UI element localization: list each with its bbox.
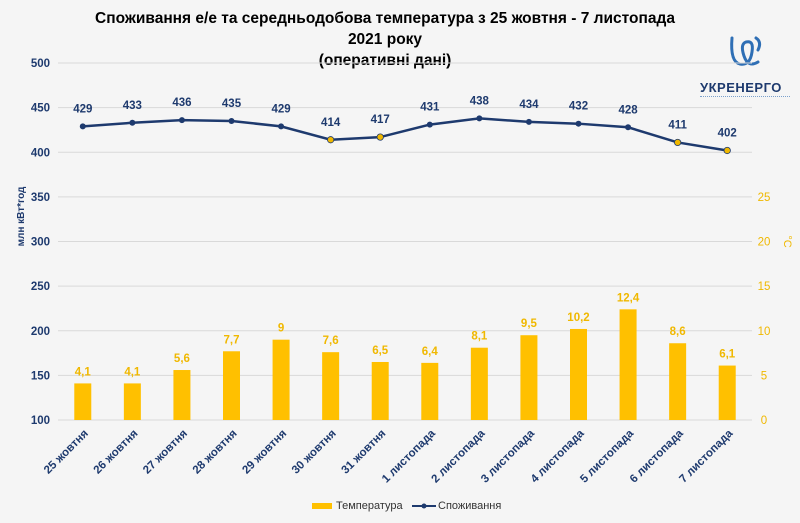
consumption-point	[228, 118, 235, 125]
x-tick-label: 30 жовтня	[290, 428, 339, 477]
temperature-bar	[520, 335, 538, 420]
consumption-point	[525, 118, 532, 125]
x-tick-label: 29 жовтня	[240, 428, 289, 477]
consumption-data-label: 433	[123, 100, 142, 112]
legend-swatch-consumption	[412, 503, 436, 509]
x-tick-label: 28 жовтня	[191, 428, 240, 477]
temperature-bar	[718, 365, 736, 420]
temperature-bar	[322, 352, 340, 420]
y-axis-title: млн кВт*год	[16, 186, 27, 246]
temperature-bar	[123, 383, 141, 420]
consumption-data-label: 417	[371, 114, 390, 126]
consumption-data-label: 428	[618, 104, 638, 116]
x-tick-label: 31 жовтня	[339, 428, 388, 477]
x-tick-label: 7 листопада	[677, 427, 735, 485]
legend-label-consumption: Споживання	[438, 500, 502, 512]
y-tick-label: 500	[31, 58, 50, 70]
temperature-bar	[570, 328, 587, 420]
legend-swatch-temperature	[312, 503, 332, 510]
consumption-point	[476, 115, 483, 122]
temperature-data-label: 9,5	[521, 318, 538, 330]
consumption-point	[278, 123, 285, 130]
x-tick-label: 27 жовтня	[141, 428, 190, 477]
temperature-data-label: 4,1	[124, 366, 141, 378]
consumption-data-label: 431	[420, 102, 440, 114]
consumption-point	[327, 136, 335, 144]
temperature-bar	[272, 339, 290, 420]
consumption-point	[723, 146, 731, 155]
consumption-data-label: 429	[73, 103, 92, 115]
x-tick-label: 26 жовтня	[92, 428, 141, 477]
consumption-data-label: 414	[321, 117, 341, 129]
y2-tick-label: 0	[761, 415, 767, 427]
x-tick-label: 25 жовтня	[42, 428, 91, 477]
temperature-bar	[74, 383, 92, 420]
consumption-data-label: 435	[222, 98, 242, 110]
consumption-point	[79, 123, 86, 130]
temperature-bar	[421, 362, 439, 420]
consumption-point	[178, 117, 185, 124]
consumption-point	[575, 120, 582, 127]
legend: Температура Споживання	[0, 500, 800, 516]
y-tick-label: 100	[31, 415, 50, 427]
temperature-bar	[669, 343, 687, 420]
consumption-data-label: 438	[470, 95, 490, 107]
y-tick-label: 300	[31, 237, 50, 249]
temperature-data-label: 8,6	[670, 326, 686, 338]
temperature-data-label: 4,1	[75, 366, 92, 378]
ukrenergo-logo-text: УКРЕНЕРГО	[700, 80, 782, 95]
temperature-data-label: 12,4	[617, 292, 640, 304]
chart-title-line1: Споживання е/е та середньодобова темпера…	[95, 10, 675, 48]
y2-tick-label: 5	[761, 370, 767, 382]
consumption-data-label: 429	[271, 103, 290, 115]
consumption-data-label: 411	[668, 119, 687, 131]
temperature-bar	[619, 309, 637, 420]
consumption-point	[674, 138, 682, 147]
consumption-point	[376, 133, 384, 141]
y-tick-label: 450	[31, 103, 50, 115]
consumption-point	[426, 121, 433, 128]
consumption-point	[625, 124, 632, 131]
temperature-data-label: 7,7	[224, 334, 240, 346]
y-tick-label: 250	[31, 281, 50, 293]
temperature-data-label: 5,6	[174, 353, 190, 365]
legend-item-consumption: Споживання	[412, 500, 501, 512]
y-tick-label: 400	[31, 147, 50, 159]
consumption-data-label: 432	[569, 101, 588, 113]
logo-tagline-line	[700, 96, 790, 101]
temperature-bar	[371, 361, 389, 420]
consumption-line	[82, 117, 728, 152]
consumption-data-label: 402	[718, 127, 737, 139]
temperature-data-label: 7,6	[323, 335, 339, 347]
temperature-data-label: 8,1	[471, 331, 488, 343]
y-tick-label: 150	[31, 370, 50, 382]
chart-title-line2: (оперативні дані)	[318, 52, 452, 69]
y-tick-label: 350	[31, 192, 50, 204]
temperature-data-label: 9	[278, 323, 284, 335]
consumption-data-label: 436	[172, 97, 191, 109]
y2-tick-label: 15	[758, 281, 771, 293]
temperature-data-label: 10,2	[567, 312, 589, 324]
y2-tick-label: 25	[758, 192, 771, 204]
temperature-bar	[173, 370, 191, 420]
temperature-data-label: 6,5	[372, 345, 389, 357]
temperature-data-label: 6,1	[719, 349, 736, 361]
temperature-data-label: 6,4	[422, 346, 439, 358]
consumption-point	[129, 119, 136, 126]
y-tick-label: 200	[31, 326, 50, 338]
legend-label-temperature: Температура	[336, 500, 403, 512]
y2-axis-title: °C	[781, 235, 793, 247]
temperature-bar	[223, 351, 240, 420]
legend-item-temperature: Температура	[312, 500, 403, 512]
y2-tick-label: 10	[758, 326, 771, 338]
y2-tick-label: 20	[758, 237, 771, 249]
ukrenergo-logo: УКРЕНЕРГО	[700, 32, 790, 112]
temperature-bar	[470, 347, 488, 420]
chart-title: Споживання е/е та середньодобова темпера…	[80, 8, 690, 71]
consumption-data-label: 434	[519, 99, 539, 111]
